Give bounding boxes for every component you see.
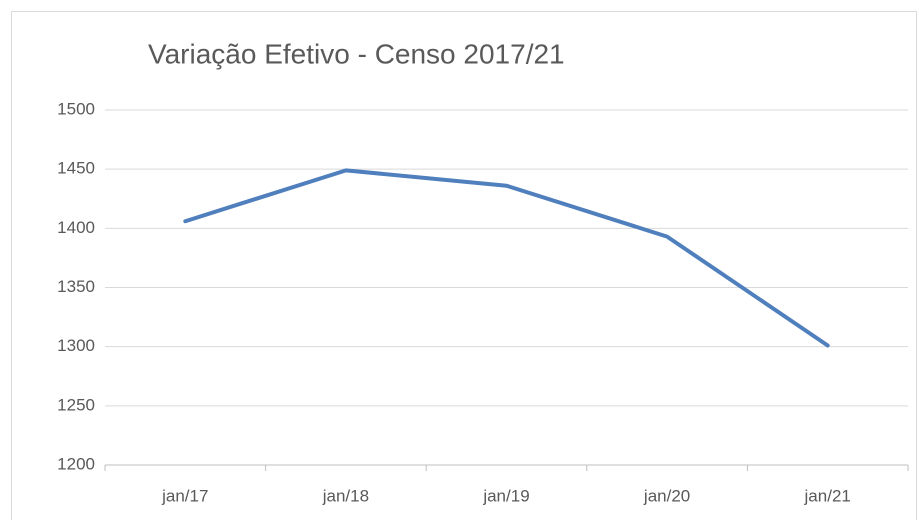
y-tick-label: 1300 — [57, 336, 95, 355]
y-tick-label: 1400 — [57, 218, 95, 237]
y-tick-label: 1200 — [57, 454, 95, 473]
chart-border — [11, 11, 917, 520]
x-tick-label: jan/20 — [643, 486, 690, 505]
chart-title: Variação Efetivo - Censo 2017/21 — [148, 38, 565, 69]
data-line — [183, 168, 830, 348]
x-tick-label: jan/19 — [482, 486, 529, 505]
y-tick-label: 1250 — [57, 395, 95, 414]
x-tick-label: jan/17 — [161, 486, 208, 505]
y-tick-label: 1500 — [57, 99, 95, 118]
y-tick-label: 1350 — [57, 277, 95, 296]
y-tick-label: 1450 — [57, 159, 95, 178]
x-tick-label: jan/18 — [322, 486, 369, 505]
x-tick-label: jan/21 — [804, 486, 851, 505]
